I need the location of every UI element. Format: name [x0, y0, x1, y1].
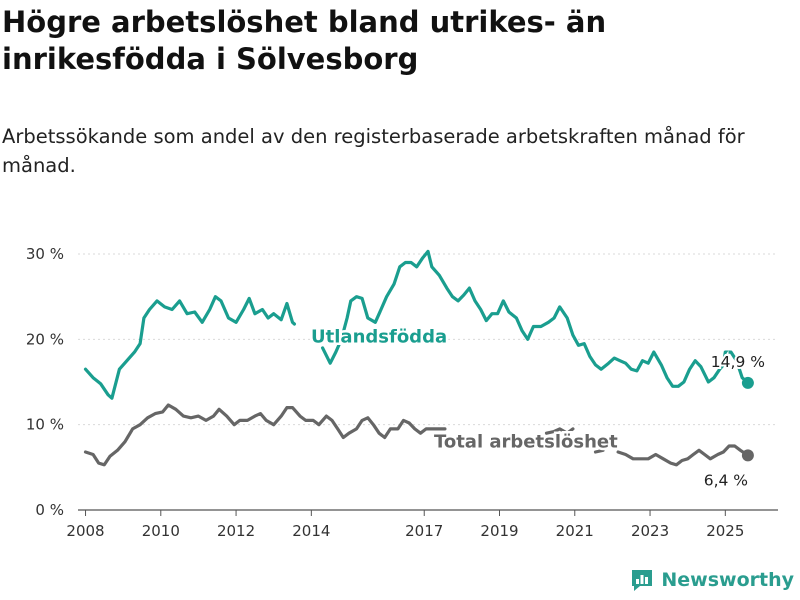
y-tick-label: 20 % [26, 330, 64, 348]
x-tick-label: 2010 [142, 522, 180, 540]
chart-subtitle: Arbetssökande som andel av den registerb… [2, 125, 745, 177]
series-end-point [741, 376, 754, 389]
x-tick-label: 2023 [631, 522, 669, 540]
series-end-label: 6,4 % [704, 471, 748, 489]
series-line [593, 448, 605, 454]
series-name-label: Total arbetslöshet [434, 432, 618, 453]
x-tick-label: 2017 [405, 522, 443, 540]
x-tick-label: 2021 [556, 522, 594, 540]
x-tick-label: 2019 [480, 522, 518, 540]
series-line [616, 444, 750, 467]
y-tick-label: 30 % [26, 245, 64, 263]
x-tick-label: 2012 [217, 522, 255, 540]
x-tick-label: 2014 [292, 522, 330, 540]
series-line [544, 427, 575, 435]
x-tick-label: 2008 [66, 522, 104, 540]
chart-title: Högre arbetslöshet bland utrikes- än inr… [2, 5, 607, 76]
series-end-point [741, 449, 754, 462]
series-end-label: 14,9 % [711, 353, 765, 371]
series-name-label: Utlandsfödda [311, 327, 447, 348]
series-line [83, 295, 296, 400]
series-line [321, 249, 750, 388]
newsworthy-logo-icon [632, 570, 653, 591]
y-tick-label: 0 % [35, 501, 64, 519]
y-tick-label: 10 % [26, 416, 64, 434]
x-tick-label: 2025 [706, 522, 744, 540]
series-line [83, 403, 447, 467]
brand-name: Newsworthy [661, 569, 794, 591]
newsworthy-logo: Newsworthy [629, 566, 794, 594]
